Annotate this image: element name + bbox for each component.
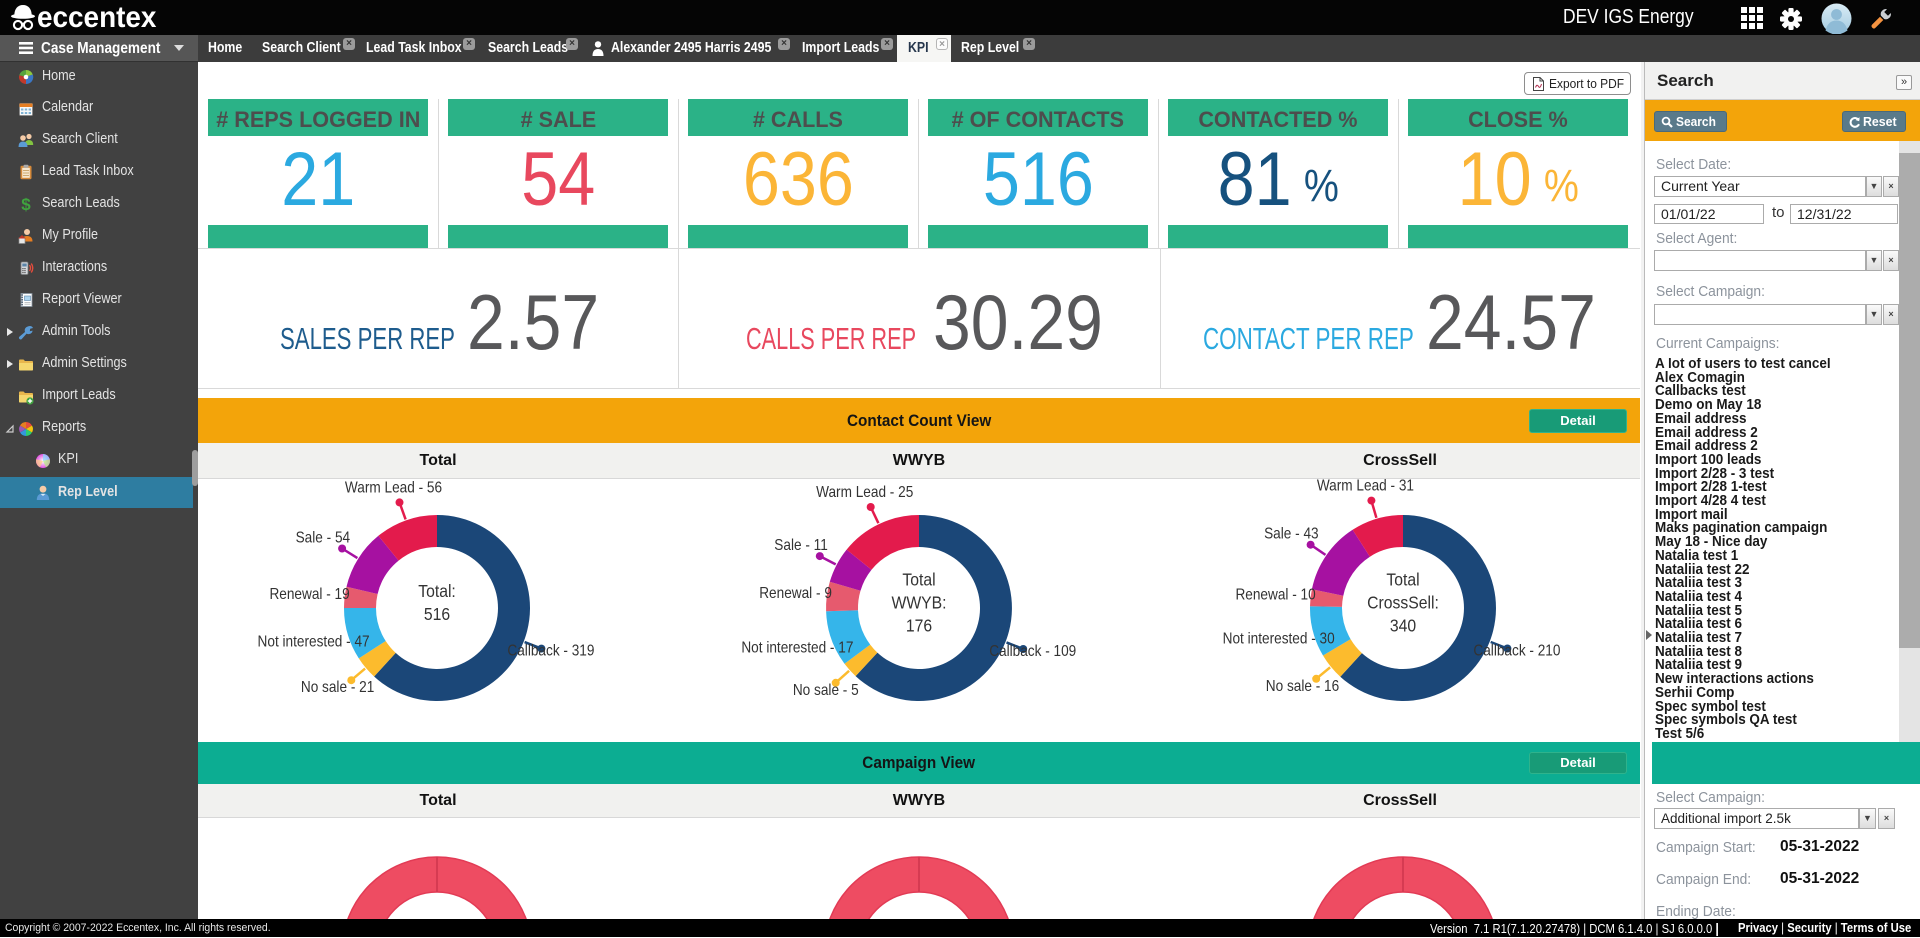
svg-text:No sale - 16: No sale - 16 [1266, 678, 1339, 695]
svg-text:Sale - 43: Sale - 43 [1264, 526, 1319, 543]
svg-text:Not interested - 30: Not interested - 30 [1223, 631, 1335, 648]
svg-text:$: $ [21, 196, 31, 212]
svg-text:No sale - 21: No sale - 21 [301, 679, 374, 696]
svg-text:Warm Lead - 31: Warm Lead - 31 [1317, 479, 1414, 495]
svg-text:Total: Total [1386, 570, 1419, 590]
svg-text:Total:: Total: [418, 581, 456, 601]
svg-text:Sale - 54: Sale - 54 [296, 530, 351, 547]
svg-text:Renewal - 9: Renewal - 9 [759, 585, 832, 602]
svg-text:176: 176 [906, 616, 932, 636]
svg-text:CrossSell:: CrossSell: [1367, 593, 1439, 613]
svg-text:Warm Lead - 56: Warm Lead - 56 [345, 480, 442, 497]
svg-text:Callback - 109: Callback - 109 [989, 643, 1076, 660]
svg-text:Not interested - 47: Not interested - 47 [258, 634, 370, 651]
svg-text:Not interested - 17: Not interested - 17 [741, 640, 853, 657]
svg-text:340: 340 [1390, 616, 1416, 636]
svg-text:Renewal - 10: Renewal - 10 [1235, 587, 1315, 604]
svg-text:Callback - 319: Callback - 319 [507, 643, 594, 660]
svg-text:Renewal - 19: Renewal - 19 [269, 586, 349, 603]
svg-text:Callback - 210: Callback - 210 [1473, 643, 1560, 660]
svg-text:Total: Total [902, 570, 935, 590]
svg-text:Sale - 11: Sale - 11 [774, 537, 828, 554]
svg-text:Warm Lead - 25: Warm Lead - 25 [816, 484, 913, 501]
svg-text:516: 516 [424, 604, 450, 624]
svg-text:No sale - 5: No sale - 5 [793, 682, 859, 699]
svg-text:WWYB:: WWYB: [891, 593, 946, 613]
